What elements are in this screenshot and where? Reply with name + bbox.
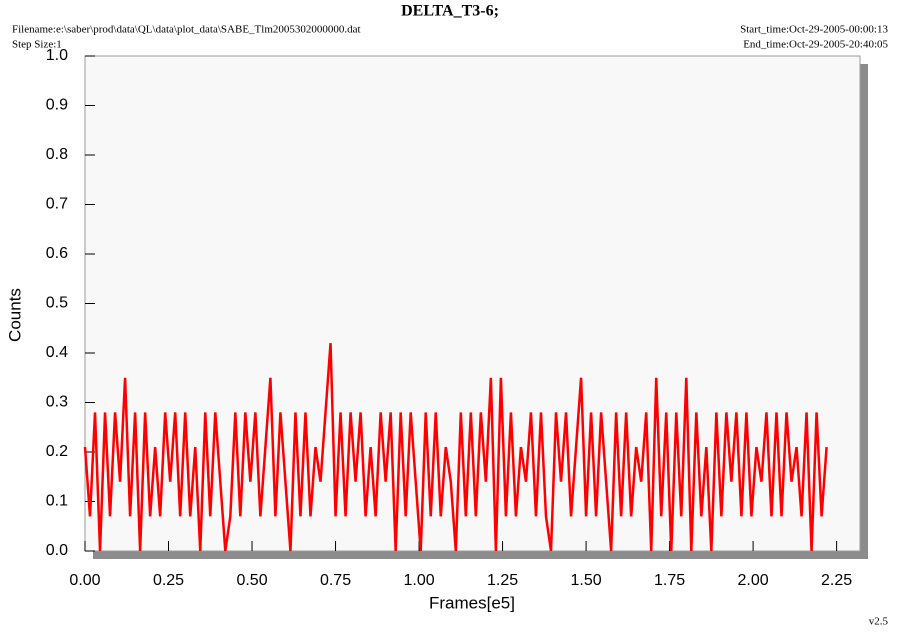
y-tick-label: 1.0 bbox=[46, 47, 68, 64]
y-tick-label: 0.6 bbox=[46, 245, 68, 262]
x-tick-label: 0.75 bbox=[320, 572, 351, 589]
y-tick-label: 0.2 bbox=[46, 443, 68, 460]
version: v2.5 bbox=[869, 616, 889, 628]
y-tick-label: 0.3 bbox=[46, 394, 68, 411]
x-tick-label: 2.00 bbox=[738, 572, 769, 589]
x-tick-label: 1.00 bbox=[403, 572, 434, 589]
y-tick-label: 0.1 bbox=[46, 493, 68, 510]
y-tick-label: 0.8 bbox=[46, 146, 68, 163]
y-tick-label: 0.4 bbox=[46, 344, 68, 361]
step-size: Step Size:1 bbox=[12, 39, 62, 51]
end-time: End_time:Oct-29-2005-20:40:05 bbox=[743, 39, 888, 51]
x-tick-label: 0.25 bbox=[153, 572, 184, 589]
y-tick-label: 0.7 bbox=[46, 196, 68, 213]
start-time: Start_time:Oct-29-2005-00:00:13 bbox=[740, 24, 888, 36]
y-tick-label: 0.5 bbox=[46, 295, 68, 312]
y-tick-label: 0.0 bbox=[46, 542, 68, 559]
x-tick-label: 1.75 bbox=[654, 572, 685, 589]
x-tick-label: 2.25 bbox=[821, 572, 852, 589]
x-tick-label: 0.50 bbox=[236, 572, 267, 589]
x-tick-label: 1.25 bbox=[487, 572, 518, 589]
chart-title: DELTA_T3-6; bbox=[401, 3, 499, 20]
x-tick-label: 0.00 bbox=[69, 572, 100, 589]
y-axis-label: Counts bbox=[5, 288, 24, 342]
x-tick-label: 1.50 bbox=[571, 572, 602, 589]
x-axis-label: Frames[e5] bbox=[429, 593, 515, 612]
data-line bbox=[83, 343, 828, 552]
y-tick-label: 0.9 bbox=[46, 97, 68, 114]
filename: Filename:e:\saber\prod\data\QL\data\plot… bbox=[12, 24, 361, 36]
